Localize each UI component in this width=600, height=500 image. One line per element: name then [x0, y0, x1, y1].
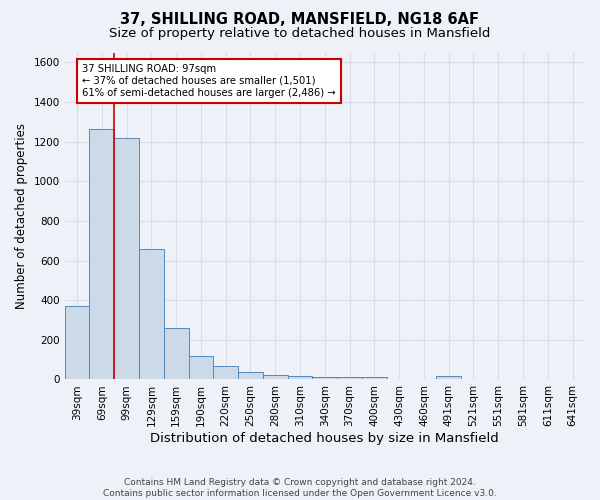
Bar: [65, 306, 89, 380]
Text: 37, SHILLING ROAD, MANSFIELD, NG18 6AF: 37, SHILLING ROAD, MANSFIELD, NG18 6AF: [121, 12, 479, 28]
Text: Size of property relative to detached houses in Mansfield: Size of property relative to detached ho…: [109, 28, 491, 40]
Bar: [313, 377, 337, 380]
Bar: [89, 129, 114, 380]
Bar: [188, 356, 214, 380]
Bar: [337, 378, 362, 380]
Bar: [214, 366, 238, 380]
Bar: [139, 248, 164, 380]
Bar: [164, 328, 188, 380]
Bar: [362, 378, 387, 380]
Bar: [238, 372, 263, 380]
Text: 37 SHILLING ROAD: 97sqm
← 37% of detached houses are smaller (1,501)
61% of semi: 37 SHILLING ROAD: 97sqm ← 37% of detache…: [82, 64, 335, 98]
X-axis label: Distribution of detached houses by size in Mansfield: Distribution of detached houses by size …: [151, 432, 499, 445]
Bar: [263, 374, 287, 380]
Bar: [287, 376, 313, 380]
Y-axis label: Number of detached properties: Number of detached properties: [15, 123, 28, 309]
Text: Contains HM Land Registry data © Crown copyright and database right 2024.
Contai: Contains HM Land Registry data © Crown c…: [103, 478, 497, 498]
Bar: [114, 138, 139, 380]
Bar: [436, 376, 461, 380]
